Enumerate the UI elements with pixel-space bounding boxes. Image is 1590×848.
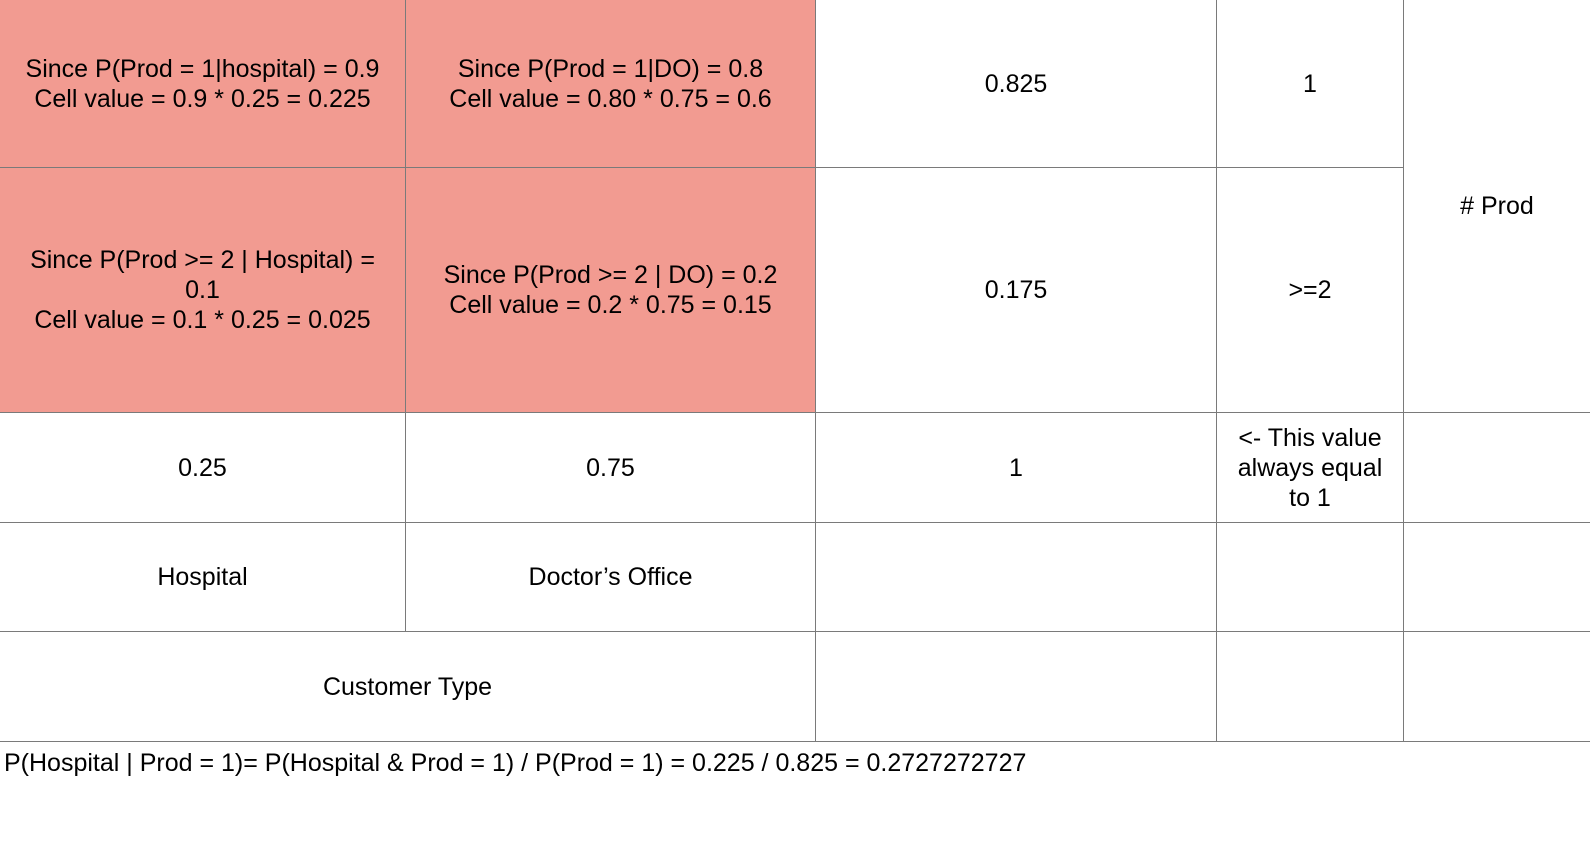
cell-text: Since P(Prod >= 2 | DO) = 0.2 Cell value… — [443, 261, 778, 319]
total-doctors-office[interactable]: 0.75 — [406, 413, 816, 523]
grand-total-note[interactable]: <- This value always equal to 1 — [1217, 413, 1404, 523]
row-label-prod1[interactable]: 1 — [1217, 0, 1404, 168]
empty-cell[interactable] — [1404, 632, 1590, 742]
empty-cell[interactable] — [816, 523, 1217, 632]
cell-prod2-total[interactable]: 0.175 — [816, 168, 1217, 413]
empty-cell[interactable] — [816, 632, 1217, 742]
customer-type-header[interactable]: Customer Type — [0, 632, 816, 742]
empty-cell[interactable] — [1217, 523, 1404, 632]
prod-axis-header[interactable]: # Prod — [1404, 0, 1590, 413]
cell-text: Since P(Prod = 1|hospital) = 0.9 Cell va… — [25, 54, 380, 113]
category-hospital[interactable]: Hospital — [0, 523, 406, 632]
total-hospital[interactable]: 0.25 — [0, 413, 406, 523]
cell-text: <- This value always equal to 1 — [1237, 423, 1383, 512]
cell-prod2-hospital[interactable]: Since P(Prod >= 2 | Hospital) = 0.1 Cell… — [0, 168, 406, 413]
cell-prod1-total[interactable]: 0.825 — [816, 0, 1217, 168]
conditional-probability-formula: P(Hospital | Prod = 1)= P(Hospital & Pro… — [4, 749, 1027, 777]
cell-text: # Prod — [1460, 192, 1534, 220]
cell-text: 0.75 — [586, 453, 635, 482]
cell-text: Since P(Prod = 1|DO) = 0.8 Cell value = … — [449, 54, 772, 113]
cell-text: >=2 — [1288, 276, 1332, 304]
category-doctors-office[interactable]: Doctor’s Office — [406, 523, 816, 632]
empty-cell[interactable] — [1404, 413, 1590, 523]
cell-text: Doctor’s Office — [528, 563, 693, 591]
cell-prod1-doctors-office[interactable]: Since P(Prod = 1|DO) = 0.8 Cell value = … — [406, 0, 816, 168]
cell-text: Since P(Prod >= 2 | Hospital) = 0.1 Cell… — [30, 246, 375, 334]
cell-prod2-doctors-office[interactable]: Since P(Prod >= 2 | DO) = 0.2 Cell value… — [406, 168, 816, 413]
grand-total[interactable]: 1 — [816, 413, 1217, 523]
empty-cell[interactable] — [1404, 523, 1590, 632]
probability-table: Since P(Prod = 1|hospital) = 0.9 Cell va… — [0, 0, 1590, 742]
empty-cell[interactable] — [1217, 632, 1404, 742]
cell-prod1-hospital[interactable]: Since P(Prod = 1|hospital) = 0.9 Cell va… — [0, 0, 406, 168]
cell-text: 0.175 — [984, 276, 1048, 304]
cell-text: 0.825 — [984, 69, 1048, 98]
cell-text: 1 — [1009, 453, 1023, 482]
cell-text: 0.25 — [178, 453, 227, 482]
cell-text: 1 — [1303, 69, 1317, 98]
row-label-prod2[interactable]: >=2 — [1217, 168, 1404, 413]
cell-text: Customer Type — [322, 672, 493, 701]
cell-text: Hospital — [157, 563, 248, 591]
